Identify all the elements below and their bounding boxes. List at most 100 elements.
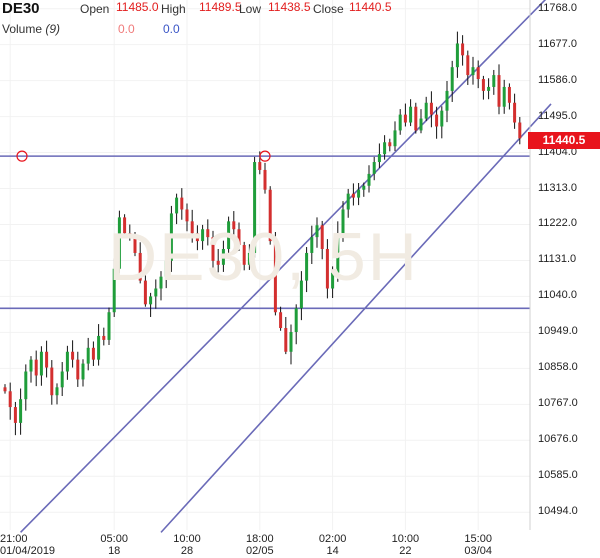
candle-bullish xyxy=(305,252,309,281)
candle-bullish xyxy=(315,225,319,238)
candle-bullish xyxy=(362,185,366,190)
candle-bullish xyxy=(336,233,340,273)
candle-bullish xyxy=(86,347,90,364)
low-value: 11438.5 xyxy=(268,0,311,14)
candle-bullish xyxy=(331,272,335,289)
level-markers xyxy=(16,150,271,162)
close-label: Close xyxy=(313,2,344,16)
candle-bullish xyxy=(81,363,85,380)
candle-bullish xyxy=(471,67,475,76)
candle-bullish xyxy=(419,118,423,131)
candle-bullish xyxy=(393,130,397,147)
candle-bearish xyxy=(466,55,470,76)
x-tick-label: 15:00 03/04 xyxy=(464,533,492,557)
candle-bullish xyxy=(398,114,402,131)
candle-bearish xyxy=(476,67,480,80)
candle-bullish xyxy=(367,173,371,186)
candle-bearish xyxy=(237,229,241,246)
candle-bullish xyxy=(227,221,231,249)
level-marker-circle xyxy=(259,150,271,162)
candle-bearish xyxy=(211,237,215,261)
candle-bearish xyxy=(403,114,407,123)
candle-bearish xyxy=(518,122,522,139)
volume-value-1: 0.0 xyxy=(118,22,135,36)
candle-bullish xyxy=(383,142,387,155)
y-tick-label: 11222.0 xyxy=(538,217,577,230)
candle-bearish xyxy=(3,387,7,392)
candle-bearish xyxy=(279,312,283,329)
candle-bullish xyxy=(221,248,225,265)
open-label: Open xyxy=(80,2,110,16)
candle-bullish xyxy=(117,217,121,269)
candle-bullish xyxy=(112,268,116,313)
candle-bullish xyxy=(341,209,345,234)
candle-bearish xyxy=(273,241,277,313)
candle-bullish xyxy=(149,296,153,305)
candle-bearish xyxy=(206,229,210,238)
candle-bullish xyxy=(346,193,350,210)
candle-bullish xyxy=(253,162,257,253)
candle-bearish xyxy=(71,351,75,360)
x-tick-label: 02:00 14 xyxy=(318,533,347,557)
y-tick-label: 11131.0 xyxy=(538,253,577,266)
candle-bullish xyxy=(310,237,314,253)
level-marker-circle xyxy=(16,150,28,162)
candle-bearish xyxy=(8,391,12,408)
candle-bearish xyxy=(34,359,38,376)
candle-bullish xyxy=(175,197,179,214)
y-tick-label: 10767.0 xyxy=(538,397,578,410)
y-tick-label: 10949.0 xyxy=(538,325,578,338)
candle-bullish xyxy=(487,86,491,91)
candle-bearish xyxy=(513,102,517,123)
y-tick-label: 11677.0 xyxy=(538,37,577,50)
candle-bearish xyxy=(481,79,485,91)
close-value: 11440.5 xyxy=(349,0,392,14)
candle-bearish xyxy=(45,351,49,368)
high-label: High xyxy=(161,2,186,16)
candle-bearish xyxy=(133,237,137,253)
candle-bearish xyxy=(414,106,418,131)
y-tick-label: 10676.0 xyxy=(538,433,578,446)
candle-bullish xyxy=(39,351,43,376)
x-tick-label: 18:00 02/05 xyxy=(246,533,274,557)
y-tick-label: 11586.0 xyxy=(538,73,577,86)
candle-bearish xyxy=(102,335,106,340)
y-tick-label: 10494.0 xyxy=(538,505,578,518)
y-tick-label: 11040.0 xyxy=(538,289,577,302)
y-tick-label: 10858.0 xyxy=(538,361,578,374)
y-tick-label: 11768.0 xyxy=(538,1,577,14)
symbol-title: DE30 xyxy=(2,0,40,17)
candle-bullish xyxy=(247,252,251,265)
x-tick-label: 05:00 18 xyxy=(100,533,128,557)
candle-bearish xyxy=(388,142,392,147)
x-tick-label: 10:00 22 xyxy=(391,533,420,557)
candle-bullish xyxy=(502,86,506,107)
candle-bearish xyxy=(138,252,142,281)
candle-bullish xyxy=(455,43,459,68)
candle-bullish xyxy=(29,359,33,372)
x-tick-label: 21:00 01/04/2019 xyxy=(0,533,56,557)
candle-bullish xyxy=(294,308,298,332)
channel-line xyxy=(160,103,552,533)
candle-bearish xyxy=(258,162,262,170)
candle-bearish xyxy=(268,189,272,242)
candle-bullish xyxy=(440,110,444,127)
candle-bullish xyxy=(107,312,111,340)
candle-bearish xyxy=(216,260,220,265)
candlestick-series xyxy=(3,31,522,436)
candle-bearish xyxy=(13,407,17,423)
candle-bearish xyxy=(91,347,95,360)
trend-channel xyxy=(20,0,552,533)
candle-bullish xyxy=(357,189,361,198)
current-price-tag: 11440.5 xyxy=(528,132,600,149)
candle-bullish xyxy=(445,90,449,111)
candle-bearish xyxy=(497,75,501,107)
candle-bearish xyxy=(185,209,189,222)
candle-bearish xyxy=(351,193,355,198)
candle-bearish xyxy=(325,248,329,289)
volume-label: Volume (9) xyxy=(2,22,60,36)
y-tick-label: 11495.0 xyxy=(538,109,577,122)
candle-bearish xyxy=(143,280,147,305)
candle-bearish xyxy=(242,245,246,265)
